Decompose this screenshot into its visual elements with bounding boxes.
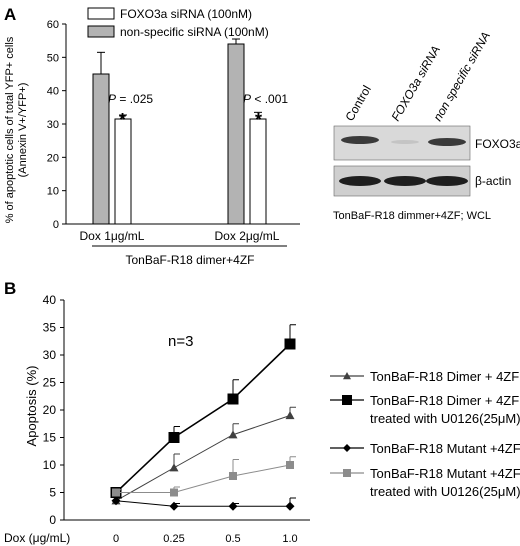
legend-label-4-line-2: treated with U0126(25μM)	[370, 484, 520, 499]
legend-label-foxo3a-sirna-100nm: FOXO3a siRNA (100nM)	[120, 7, 252, 21]
group-caption: TonBaF-R18 dimer+4ZF	[125, 253, 254, 267]
panel-b-y-tick-label: 20	[43, 403, 57, 417]
blot-lane-label-nonspecific-sirna: non specific siRNA	[430, 29, 492, 123]
blot-band-label-actin: β-actin	[475, 174, 511, 188]
blot-lane-label-control: Control	[342, 83, 373, 124]
point-series-4-1	[112, 488, 120, 497]
panel-b-axes: 0 5 10 15 20 25 30 35 40 0 0.25 0.5 1.0	[43, 293, 310, 545]
legend-marker-4	[343, 469, 351, 477]
point-series-3-1	[111, 496, 121, 506]
legend-label-2-line-2: treated with U0126(25μM)	[370, 411, 520, 426]
panel-a-y-tick-label: 10	[47, 186, 59, 198]
point-series-4-2	[170, 488, 178, 497]
panel-b-y-tick-label: 10	[43, 458, 57, 472]
panel-b-y-tick-label: 5	[49, 486, 56, 500]
panel-a-legend: FOXO3a siRNA (100nM) non-specific siRNA (…	[87, 7, 269, 39]
panel-b-series	[110, 324, 296, 511]
foxo3a-band-control	[341, 136, 379, 144]
panel-a-y-tick-label: 40	[47, 86, 59, 98]
panel-b-y-tick-label: 25	[43, 376, 57, 390]
blot-caption: TonBaF-R18 dimmer+4ZF; WCL	[333, 210, 491, 222]
point-series-3-3	[228, 501, 238, 511]
panel-b-label: B	[4, 279, 16, 298]
bar-foxo3a-sirna-100nm-1	[114, 118, 132, 225]
blot-band-label-foxo3a: FOXO3a	[475, 137, 520, 151]
panel-b-x-tick-label: 0	[113, 533, 119, 545]
series-2-tonbaf-r18-dimer-4zf-treated-with-u0126-25-m	[110, 324, 296, 498]
panel-b-x-tick-label: 0.5	[225, 533, 240, 545]
panel-a-p-values: P = .025 P < .001 * *	[108, 92, 288, 130]
panel-a: A % of apoptotic cells of total YFP+ cel…	[4, 5, 520, 267]
point-series-2-2	[168, 432, 180, 443]
panel-b-y-axis-label: Apoptosis (%)	[24, 366, 39, 447]
panel-a-category-label-1: Dox 1μg/mL	[80, 229, 145, 243]
point-series-2-4	[284, 338, 296, 350]
legend-swatch-non-specific-sirna-100nm	[87, 25, 115, 38]
panel-a-bars	[92, 38, 267, 225]
panel-a-y-axis-label: % of apoptotic cells of total YFP+ cells…	[4, 36, 29, 223]
p-value-dox1: P = .025	[108, 92, 153, 106]
bar-foxo3a-sirna-100nm-2	[249, 118, 267, 225]
significance-asterisk-dox1: *	[119, 110, 126, 130]
panel-b-y-tick-label: 35	[43, 321, 57, 335]
legend-label-2-line-1: TonBaF-R18 Dimer + 4ZF	[370, 393, 519, 408]
panel-b-y-tick-label: 0	[49, 513, 56, 527]
panel-a-axes: 0 10 20 30 40 50 60 Dox 1μg/mL Dox 2μg/mL	[47, 19, 300, 243]
panel-a-y-axis-label-line-1: % of apoptotic cells of total YFP+ cells	[4, 36, 16, 223]
legend-marker-1	[343, 372, 351, 380]
legend-label-1-line-1: TonBaF-R18 Dimer + 4ZF	[370, 369, 519, 384]
series-1-tonbaf-r18-dimer-4zf	[111, 406, 296, 505]
series-line-3	[115, 500, 290, 507]
panel-b-legend: TonBaF-R18 Dimer + 4ZF TonBaF-R18 Dimer +…	[330, 369, 520, 499]
point-series-1-4	[285, 411, 295, 420]
point-series-4-4	[286, 461, 294, 469]
point-series-4-3	[229, 472, 237, 480]
legend-marker-2	[342, 395, 352, 405]
foxo3a-band-foxo3a-sirna	[391, 140, 419, 144]
point-series-3-2	[169, 501, 179, 511]
legend-marker-3	[343, 444, 351, 452]
panel-a-y-axis-label-line-2: (Annexin V+/YFP+)	[17, 83, 29, 178]
panel-b-y-tick-label: 40	[43, 293, 57, 307]
panel-a-category-label-2: Dox 2μg/mL	[215, 229, 280, 243]
panel-b-x-tick-label: 0.25	[163, 533, 184, 545]
series-4-tonbaf-r18-mutant-4zf-treated-with-u0126-25-m	[112, 456, 296, 497]
n-annotation: n=3	[168, 333, 193, 350]
panel-a-label: A	[4, 5, 16, 24]
series-3-tonbaf-r18-mutant-4zf	[111, 496, 296, 511]
panel-b-y-tick-label: 15	[43, 431, 57, 445]
bar-non-specific-sirna-100nm-2	[227, 43, 245, 225]
legend-label-3-line-1: TonBaF-R18 Mutant +4ZF	[370, 441, 520, 456]
actin-band-nonspecific	[426, 176, 468, 186]
panel-b: B Apoptosis (%) 0 5 10 15 20 25 30 35 40 0 0.25 0.5…	[4, 279, 520, 545]
series-line-4	[116, 464, 291, 493]
panel-b-x-axis-label: Dox (μg/mL)	[4, 531, 70, 545]
point-series-1-3	[228, 430, 238, 439]
panel-b-x-tick-label: 1.0	[282, 533, 297, 545]
panel-a-y-tick-label: 50	[47, 52, 59, 64]
western-blot: Control FOXO3a siRNA non specific siRNA …	[333, 29, 520, 222]
legend-swatch-foxo3a-sirna-100nm	[87, 7, 115, 20]
point-series-2-3	[227, 393, 239, 405]
p-value-dox2: P < .001	[243, 92, 288, 106]
legend-label-4-line-1: TonBaF-R18 Mutant +4ZF	[370, 466, 520, 481]
series-line-1	[115, 415, 291, 502]
panel-a-y-tick-label: 30	[47, 119, 59, 131]
actin-band-control	[339, 176, 381, 186]
panel-a-y-tick-label: 0	[53, 219, 59, 231]
significance-asterisk-dox2: *	[255, 110, 262, 130]
point-series-1-2	[169, 463, 179, 472]
panel-b-y-tick-label: 30	[43, 348, 57, 362]
foxo3a-band-nonspecific	[428, 138, 466, 146]
legend-label-non-specific-sirna-100nm: non-specific siRNA (100nM)	[120, 25, 269, 39]
panel-a-y-tick-label: 20	[47, 152, 59, 164]
panel-a-y-tick-label: 60	[47, 19, 59, 31]
bar-non-specific-sirna-100nm-1	[92, 73, 110, 225]
point-series-3-4	[285, 501, 295, 511]
actin-band-foxo3a-sirna	[384, 176, 426, 186]
series-line-2	[115, 343, 291, 494]
